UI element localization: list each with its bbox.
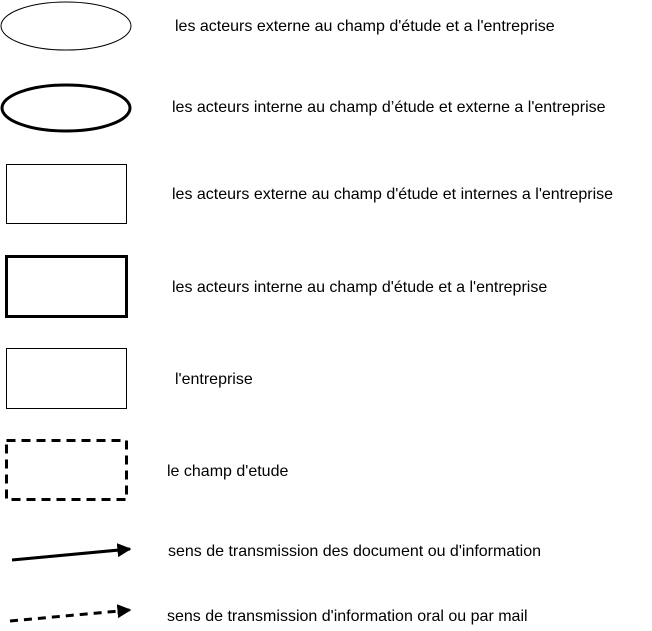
legend-row-internal-company-actors: les acteurs externe au champ d'étude et …: [7, 165, 614, 224]
legend-row-study-field: le champ d'etude: [7, 441, 289, 500]
legend-row-company: l'entreprise: [7, 349, 253, 409]
thick-rectangle-symbol: [7, 257, 127, 317]
legend-row-internal-study-actors: les acteurs interne au champ d’étude et …: [2, 85, 606, 131]
thin-ellipse-symbol: [1, 2, 131, 50]
legend-row-internal-actors: les acteurs interne au champ d'étude et …: [7, 257, 548, 317]
legend-label: les acteurs externe au champ d'étude et …: [175, 18, 555, 35]
legend-row-external-actors: les acteurs externe au champ d'étude et …: [1, 2, 555, 50]
legend-row-oral-transmission: sens de transmission d'information oral …: [10, 608, 528, 625]
legend-label: l'entreprise: [175, 371, 253, 388]
thick-ellipse-symbol: [2, 85, 130, 131]
legend-label: sens de transmission d'information oral …: [167, 608, 528, 625]
legend-label: les acteurs interne au champ d'étude et …: [172, 279, 547, 296]
dashed-arrow-symbol: [10, 610, 130, 621]
thin-rectangle-symbol: [7, 165, 127, 224]
legend-label: le champ d'etude: [167, 463, 288, 480]
solid-arrow-symbol: [12, 549, 130, 560]
dashed-rectangle-symbol: [7, 441, 127, 500]
legend-row-document-transmission: sens de transmission des document ou d'i…: [12, 543, 541, 560]
legend-label: les acteurs externe au champ d'étude et …: [172, 186, 613, 203]
plain-rectangle-symbol: [7, 349, 127, 409]
legend-label: sens de transmission des document ou d'i…: [168, 543, 541, 560]
legend-label: les acteurs interne au champ d’étude et …: [172, 99, 606, 116]
